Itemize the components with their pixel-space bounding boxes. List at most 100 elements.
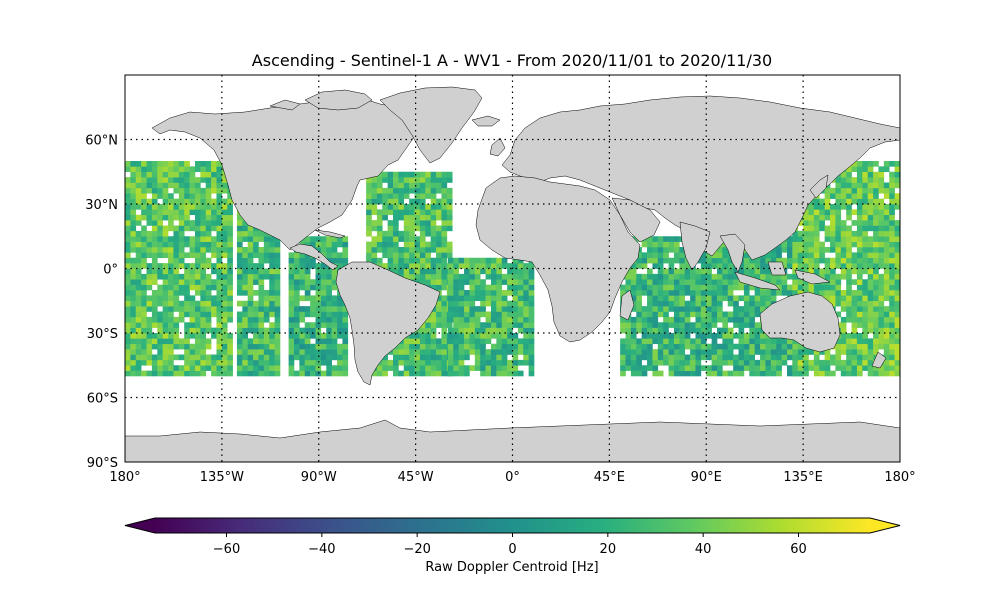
data-cell bbox=[253, 365, 259, 371]
data-cell bbox=[668, 284, 675, 291]
data-cell bbox=[293, 268, 300, 275]
data-cell bbox=[792, 268, 799, 275]
data-cell bbox=[288, 252, 295, 259]
data-cell bbox=[625, 273, 632, 280]
data-cell bbox=[288, 316, 295, 323]
data-cell bbox=[620, 316, 626, 323]
data-cell bbox=[205, 306, 212, 312]
data-cell bbox=[840, 316, 847, 323]
data-cell bbox=[878, 263, 885, 269]
data-cell bbox=[194, 311, 201, 318]
data-cell bbox=[178, 182, 185, 189]
data-cell bbox=[337, 257, 343, 264]
data-cell bbox=[236, 343, 243, 350]
data-cell bbox=[528, 322, 535, 328]
data-cell bbox=[216, 177, 223, 183]
data-cell bbox=[393, 354, 399, 361]
data-cell bbox=[376, 198, 383, 205]
data-cell bbox=[862, 182, 869, 189]
data-cell bbox=[146, 333, 153, 339]
data-cell bbox=[851, 198, 858, 205]
data-cell bbox=[331, 236, 338, 242]
data-cell bbox=[490, 316, 497, 323]
data-cell bbox=[679, 354, 686, 361]
data-cell bbox=[162, 316, 169, 323]
data-cell bbox=[168, 177, 174, 183]
data-cell bbox=[458, 279, 465, 285]
data-cell bbox=[480, 279, 486, 285]
data-cell bbox=[846, 247, 852, 253]
data-cell bbox=[458, 370, 465, 377]
data-cell bbox=[668, 273, 675, 280]
data-cell bbox=[184, 209, 190, 216]
data-cell bbox=[258, 316, 265, 323]
data-cell bbox=[409, 214, 415, 221]
data-cell bbox=[189, 349, 196, 355]
data-cell bbox=[130, 225, 137, 232]
data-cell bbox=[776, 279, 782, 285]
data-cell bbox=[288, 290, 295, 296]
data-cell bbox=[528, 359, 535, 366]
data-cell bbox=[326, 359, 332, 366]
data-cell bbox=[760, 349, 766, 355]
data-cell bbox=[480, 322, 486, 328]
data-cell bbox=[146, 349, 153, 355]
data-cell bbox=[507, 300, 513, 307]
data-cell bbox=[173, 365, 180, 371]
data-cell bbox=[216, 257, 223, 264]
data-cell bbox=[776, 252, 782, 259]
data-cell bbox=[496, 306, 503, 312]
data-cell bbox=[419, 220, 426, 226]
data-cell bbox=[253, 241, 259, 248]
data-cell bbox=[641, 311, 648, 318]
data-cell bbox=[425, 230, 431, 237]
data-cell bbox=[856, 198, 863, 205]
data-cell bbox=[146, 214, 153, 221]
data-cell bbox=[722, 311, 729, 318]
data-cell bbox=[797, 252, 804, 259]
data-cell bbox=[733, 300, 739, 307]
data-cell bbox=[722, 295, 729, 302]
data-cell bbox=[211, 214, 217, 221]
data-cell bbox=[512, 316, 519, 323]
data-cell bbox=[738, 333, 745, 339]
data-cell bbox=[403, 263, 410, 269]
data-cell bbox=[130, 198, 137, 205]
data-cell bbox=[441, 327, 448, 334]
data-cell bbox=[173, 241, 180, 248]
data-cell bbox=[813, 198, 820, 205]
data-cell bbox=[441, 236, 448, 242]
data-cell bbox=[216, 365, 223, 371]
data-cell bbox=[274, 322, 281, 328]
data-cell bbox=[706, 268, 712, 275]
data-cell bbox=[269, 252, 275, 259]
data-cell bbox=[507, 290, 513, 296]
data-cell bbox=[376, 263, 383, 269]
data-cell bbox=[366, 252, 372, 259]
data-cell bbox=[447, 279, 454, 285]
data-cell bbox=[135, 166, 142, 173]
data-cell bbox=[706, 333, 712, 339]
data-cell bbox=[523, 306, 529, 312]
data-cell bbox=[652, 349, 659, 355]
data-cell bbox=[485, 295, 492, 302]
data-cell bbox=[425, 220, 431, 226]
data-cell bbox=[512, 263, 519, 269]
data-cell bbox=[425, 279, 431, 285]
data-cell bbox=[125, 279, 131, 285]
data-cell bbox=[141, 370, 147, 377]
data-cell bbox=[315, 359, 322, 366]
data-cell bbox=[162, 311, 169, 318]
data-cell bbox=[366, 247, 372, 253]
data-cell bbox=[269, 343, 275, 350]
data-cell bbox=[436, 370, 442, 377]
data-cell bbox=[130, 241, 137, 248]
data-cell bbox=[320, 263, 327, 269]
data-cell bbox=[647, 354, 653, 361]
data-cell bbox=[474, 279, 481, 285]
data-cell bbox=[151, 300, 158, 307]
data-cell bbox=[846, 273, 852, 280]
data-cell bbox=[840, 365, 847, 371]
data-cell bbox=[711, 257, 718, 264]
data-cell bbox=[141, 343, 147, 350]
